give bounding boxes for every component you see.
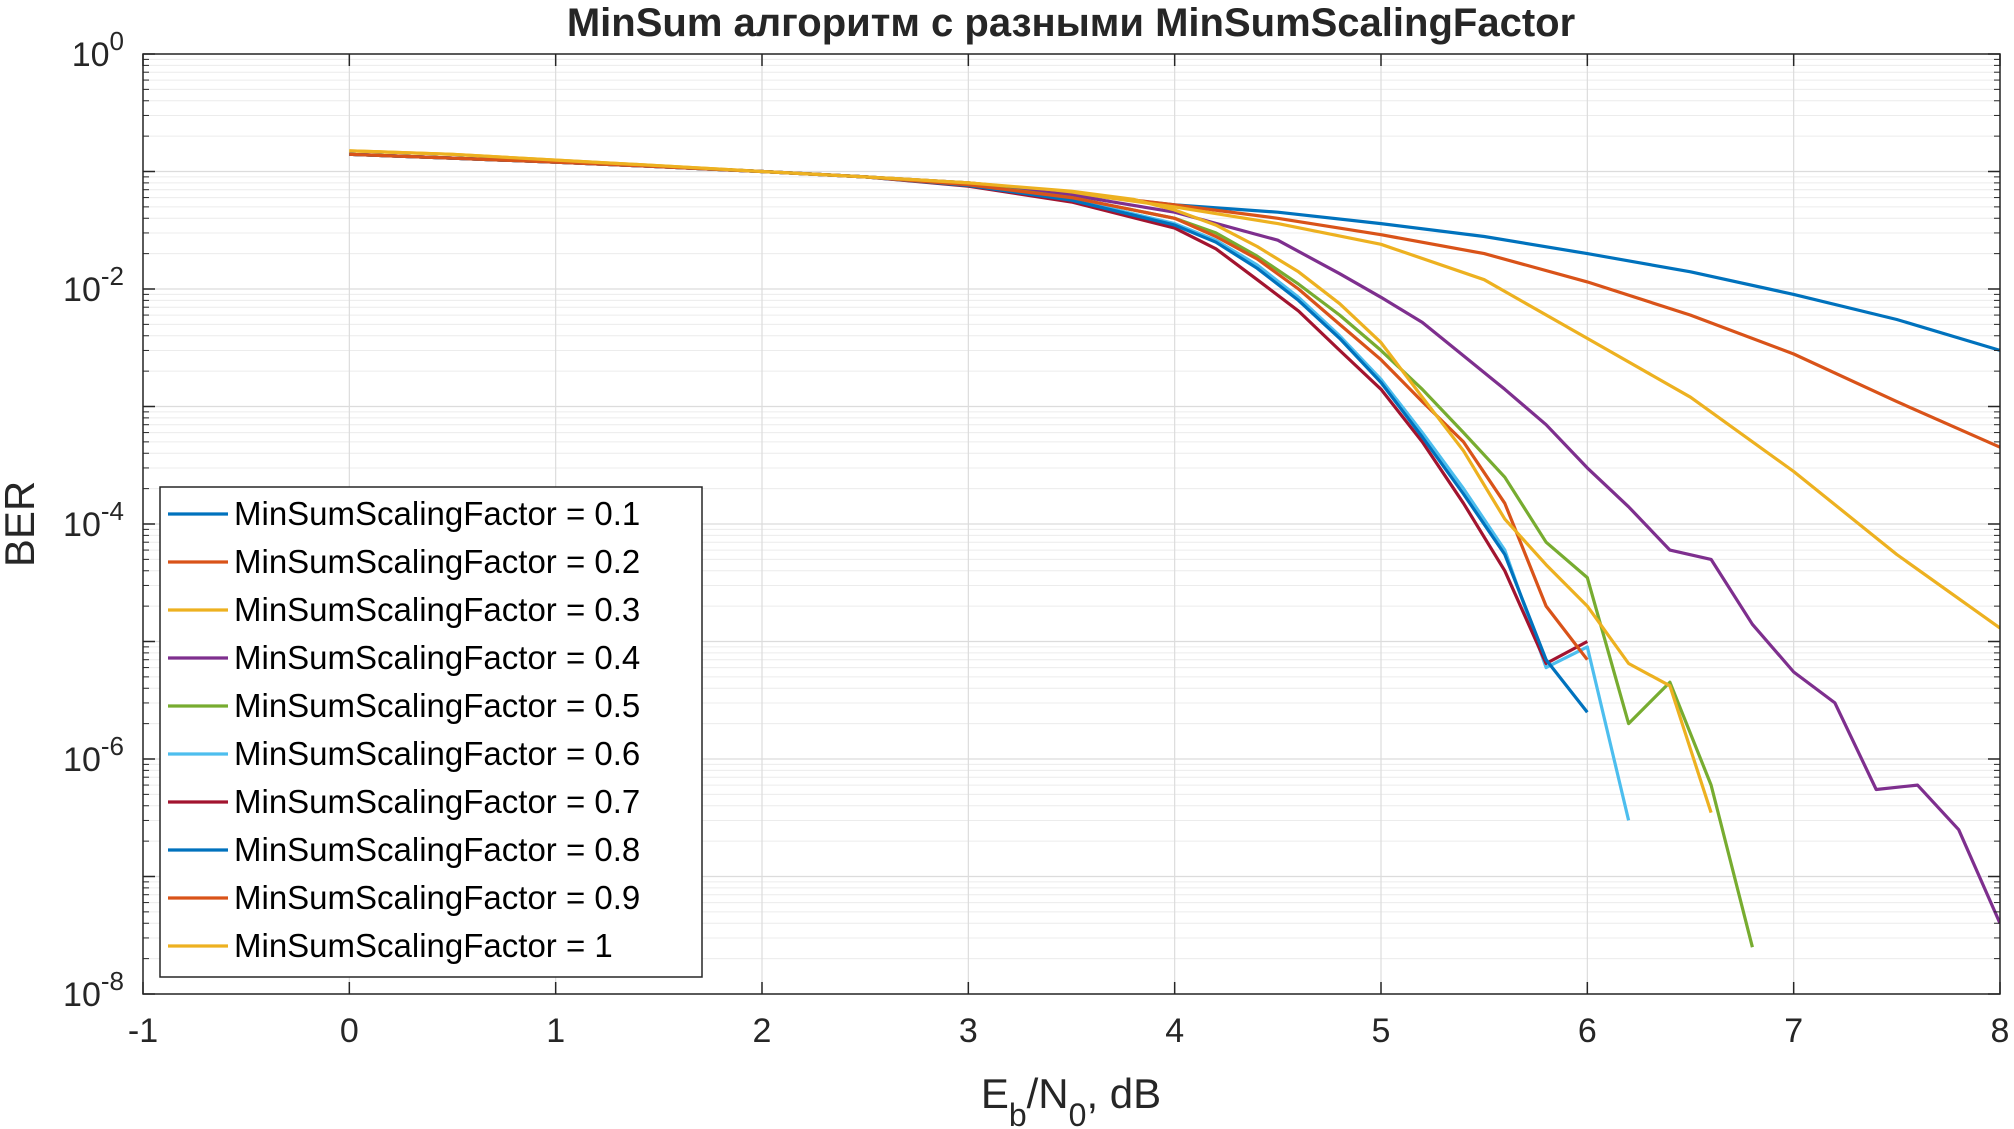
x-tick-labels: -1 0 1 2 3 4 5 6 7 8 bbox=[128, 1012, 2010, 1050]
series-lines bbox=[349, 149, 2000, 948]
chart-title: MinSum алгоритм с разными MinSumScalingF… bbox=[567, 1, 1575, 45]
legend-label: MinSumScalingFactor = 0.9 bbox=[234, 879, 640, 916]
y-axis-label: BER bbox=[0, 481, 43, 567]
legend-label: MinSumScalingFactor = 0.5 bbox=[234, 687, 640, 724]
y-tick-label: 10-6 bbox=[63, 731, 124, 779]
y-tick-label-exponent: -8 bbox=[101, 966, 124, 996]
legend-label: MinSumScalingFactor = 1 bbox=[234, 927, 613, 964]
x-tick-label: 6 bbox=[1578, 1012, 1597, 1050]
x-tick-label: 0 bbox=[340, 1012, 359, 1050]
series-line bbox=[349, 149, 1713, 814]
x-tick-label: 3 bbox=[959, 1012, 978, 1050]
x-axis-label: Eb/N0, dB bbox=[981, 1070, 1161, 1129]
legend-label: MinSumScalingFactor = 0.4 bbox=[234, 639, 640, 676]
x-tick-label: 1 bbox=[546, 1012, 565, 1050]
x-tick-label: 5 bbox=[1372, 1012, 1391, 1050]
legend-label: MinSumScalingFactor = 0.2 bbox=[234, 543, 640, 580]
y-tick-label-base: 10 bbox=[63, 976, 101, 1014]
legend-label: MinSumScalingFactor = 0.7 bbox=[234, 783, 640, 820]
legend: MinSumScalingFactor = 0.1 MinSumScalingFa… bbox=[159, 486, 703, 978]
y-tick-label: 10-8 bbox=[63, 966, 124, 1014]
x-tick-label: -1 bbox=[128, 1012, 158, 1050]
x-axis-label-mid: /N bbox=[1027, 1070, 1069, 1117]
y-tick-label: 10-4 bbox=[63, 496, 124, 544]
y-tick-label-exponent: -6 bbox=[101, 731, 124, 761]
x-tick-label: 2 bbox=[753, 1012, 772, 1050]
x-axis-label-sub1: b bbox=[1009, 1097, 1027, 1129]
axis-ticks bbox=[142, 53, 2001, 995]
x-axis-label-main: E bbox=[981, 1070, 1009, 1117]
y-tick-label-base: 10 bbox=[72, 36, 110, 74]
legend-label: MinSumScalingFactor = 0.1 bbox=[234, 495, 640, 532]
y-tick-label-base: 10 bbox=[63, 741, 101, 779]
y-tick-label: 10-2 bbox=[63, 261, 124, 309]
legend-items: MinSumScalingFactor = 0.1 MinSumScalingFa… bbox=[168, 495, 640, 964]
x-axis-label-sub2: 0 bbox=[1069, 1097, 1087, 1129]
legend-label: MinSumScalingFactor = 0.3 bbox=[234, 591, 640, 628]
x-axis-label-tail: , dB bbox=[1086, 1070, 1161, 1117]
y-tick-label-base: 10 bbox=[63, 506, 101, 544]
y-tick-label: 100 bbox=[72, 26, 124, 74]
legend-box bbox=[159, 486, 703, 978]
y-tick-label-exponent: -4 bbox=[101, 496, 124, 526]
y-tick-label-exponent: 0 bbox=[110, 26, 124, 56]
legend-label: MinSumScalingFactor = 0.6 bbox=[234, 735, 640, 772]
y-tick-label-base: 10 bbox=[63, 271, 101, 309]
x-tick-label: 4 bbox=[1165, 1012, 1184, 1050]
x-tick-label: 7 bbox=[1784, 1012, 1803, 1050]
x-tick-label: 8 bbox=[1991, 1012, 2010, 1050]
y-tick-label-exponent: -2 bbox=[101, 261, 124, 291]
legend-label: MinSumScalingFactor = 0.8 bbox=[234, 831, 640, 868]
